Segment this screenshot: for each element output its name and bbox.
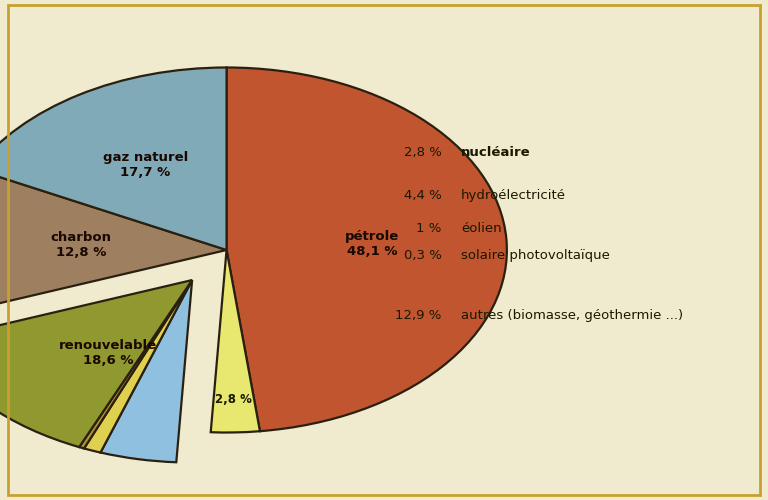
Text: 4,4 %: 4,4 % [404,188,442,202]
Wedge shape [84,280,192,452]
Text: éolien: éolien [461,222,502,235]
Wedge shape [227,68,507,431]
Text: nucléaire: nucléaire [461,146,531,159]
Text: solaire photovoltaïque: solaire photovoltaïque [461,248,610,262]
Text: 2,8 %: 2,8 % [215,393,252,406]
Text: 1 %: 1 % [416,222,442,235]
Text: 0,3 %: 0,3 % [404,248,442,262]
Text: autres (biomasse, géothermie ...): autres (biomasse, géothermie ...) [461,308,683,322]
Wedge shape [79,280,192,448]
Text: pétrole
48,1 %: pétrole 48,1 % [345,230,399,258]
Wedge shape [0,169,227,312]
Text: gaz naturel
17,7 %: gaz naturel 17,7 % [103,150,188,178]
Text: hydroélectricité: hydroélectricité [461,188,566,202]
Wedge shape [0,68,227,250]
Wedge shape [210,250,260,432]
Wedge shape [0,280,192,447]
Text: 12,9 %: 12,9 % [396,308,442,322]
Text: charbon
12,8 %: charbon 12,8 % [51,230,111,258]
Text: renouvelable
18,6 %: renouvelable 18,6 % [59,339,157,367]
Wedge shape [101,280,192,462]
Text: 2,8 %: 2,8 % [404,146,442,159]
